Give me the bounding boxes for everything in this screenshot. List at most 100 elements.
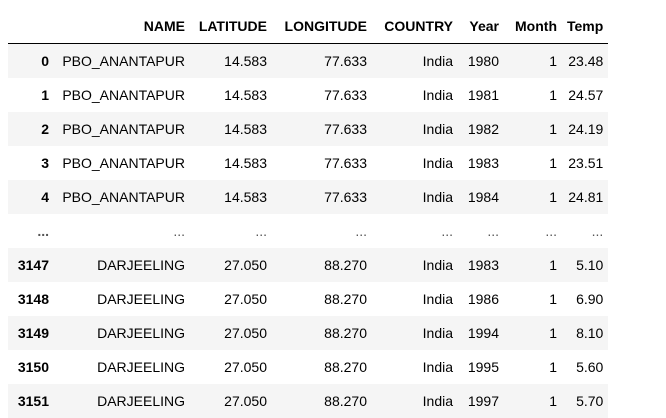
cell-name: DARJEELING [54, 248, 190, 282]
cell-name: PBO_ANANTAPUR [54, 146, 190, 180]
cell-country: India [372, 44, 458, 79]
table-row: 3150 DARJEELING 27.050 88.270 India 1995… [8, 350, 608, 384]
cell-latitude: 27.050 [190, 384, 272, 418]
table-row: 0 PBO_ANANTAPUR 14.583 77.633 India 1980… [8, 44, 608, 79]
cell-temp: ... [562, 214, 608, 248]
cell-year: 1986 [458, 282, 504, 316]
cell-temp: 23.48 [562, 44, 608, 79]
cell-year: 1982 [458, 112, 504, 146]
cell-country: India [372, 248, 458, 282]
cell-temp: 6.90 [562, 282, 608, 316]
cell-temp: 24.57 [562, 78, 608, 112]
cell-country: India [372, 384, 458, 418]
header-month: Month [504, 10, 562, 44]
cell-temp: 23.51 [562, 146, 608, 180]
cell-longitude: 88.270 [272, 384, 372, 418]
table-row: 3148 DARJEELING 27.050 88.270 India 1986… [8, 282, 608, 316]
cell-year: ... [458, 214, 504, 248]
cell-name: DARJEELING [54, 316, 190, 350]
dataframe-table: NAME LATITUDE LONGITUDE COUNTRY Year Mon… [8, 10, 608, 418]
cell-latitude: 27.050 [190, 350, 272, 384]
cell-country: India [372, 78, 458, 112]
cell-name: ... [54, 214, 190, 248]
cell-temp: 5.70 [562, 384, 608, 418]
table-row: 3 PBO_ANANTAPUR 14.583 77.633 India 1983… [8, 146, 608, 180]
cell-year: 1981 [458, 78, 504, 112]
cell-year: 1983 [458, 146, 504, 180]
table-row: 3151 DARJEELING 27.050 88.270 India 1997… [8, 384, 608, 418]
cell-country: India [372, 316, 458, 350]
cell-longitude: 77.633 [272, 146, 372, 180]
cell-year: 1980 [458, 44, 504, 79]
cell-name: PBO_ANANTAPUR [54, 78, 190, 112]
cell-name: PBO_ANANTAPUR [54, 180, 190, 214]
cell-name: PBO_ANANTAPUR [54, 44, 190, 79]
table-body: 0 PBO_ANANTAPUR 14.583 77.633 India 1980… [8, 44, 608, 418]
cell-month: 1 [504, 384, 562, 418]
cell-name: PBO_ANANTAPUR [54, 112, 190, 146]
cell-name: DARJEELING [54, 384, 190, 418]
cell-latitude: 14.583 [190, 78, 272, 112]
table-row: 3147 DARJEELING 27.050 88.270 India 1983… [8, 248, 608, 282]
table-row: 3149 DARJEELING 27.050 88.270 India 1994… [8, 316, 608, 350]
cell-longitude: 77.633 [272, 78, 372, 112]
row-index: 4 [8, 180, 54, 214]
cell-month: 1 [504, 282, 562, 316]
cell-month: 1 [504, 78, 562, 112]
cell-country: India [372, 282, 458, 316]
cell-latitude: 14.583 [190, 44, 272, 79]
cell-year: 1995 [458, 350, 504, 384]
cell-country: India [372, 146, 458, 180]
cell-longitude: 88.270 [272, 350, 372, 384]
row-index: 3147 [8, 248, 54, 282]
cell-year: 1983 [458, 248, 504, 282]
cell-latitude: 14.583 [190, 112, 272, 146]
cell-year: 1994 [458, 316, 504, 350]
cell-longitude: ... [272, 214, 372, 248]
table-row: 4 PBO_ANANTAPUR 14.583 77.633 India 1984… [8, 180, 608, 214]
row-index: 3149 [8, 316, 54, 350]
cell-latitude: 27.050 [190, 248, 272, 282]
cell-month: 1 [504, 180, 562, 214]
cell-temp: 8.10 [562, 316, 608, 350]
cell-year: 1984 [458, 180, 504, 214]
cell-temp: 24.81 [562, 180, 608, 214]
cell-country: India [372, 350, 458, 384]
table-row-ellipsis: ... ... ... ... ... ... ... ... [8, 214, 608, 248]
cell-longitude: 77.633 [272, 112, 372, 146]
cell-month: 1 [504, 248, 562, 282]
header-year: Year [458, 10, 504, 44]
row-index: 3 [8, 146, 54, 180]
cell-country: India [372, 180, 458, 214]
header-name: NAME [54, 10, 190, 44]
header-row: NAME LATITUDE LONGITUDE COUNTRY Year Mon… [8, 10, 608, 44]
cell-longitude: 77.633 [272, 44, 372, 79]
cell-month: ... [504, 214, 562, 248]
row-index: 1 [8, 78, 54, 112]
cell-latitude: 27.050 [190, 316, 272, 350]
cell-month: 1 [504, 112, 562, 146]
table-row: 2 PBO_ANANTAPUR 14.583 77.633 India 1982… [8, 112, 608, 146]
cell-month: 1 [504, 350, 562, 384]
header-country: COUNTRY [372, 10, 458, 44]
cell-name: DARJEELING [54, 350, 190, 384]
row-index: 3150 [8, 350, 54, 384]
cell-temp: 5.10 [562, 248, 608, 282]
cell-month: 1 [504, 44, 562, 79]
table-header: NAME LATITUDE LONGITUDE COUNTRY Year Mon… [8, 10, 608, 44]
row-index: 2 [8, 112, 54, 146]
cell-name: DARJEELING [54, 282, 190, 316]
row-index: ... [8, 214, 54, 248]
cell-latitude: ... [190, 214, 272, 248]
header-index [8, 10, 54, 44]
row-index: 3148 [8, 282, 54, 316]
cell-longitude: 88.270 [272, 316, 372, 350]
cell-longitude: 88.270 [272, 248, 372, 282]
cell-year: 1997 [458, 384, 504, 418]
cell-temp: 24.19 [562, 112, 608, 146]
cell-latitude: 14.583 [190, 146, 272, 180]
row-index: 3151 [8, 384, 54, 418]
cell-longitude: 88.270 [272, 282, 372, 316]
header-latitude: LATITUDE [190, 10, 272, 44]
